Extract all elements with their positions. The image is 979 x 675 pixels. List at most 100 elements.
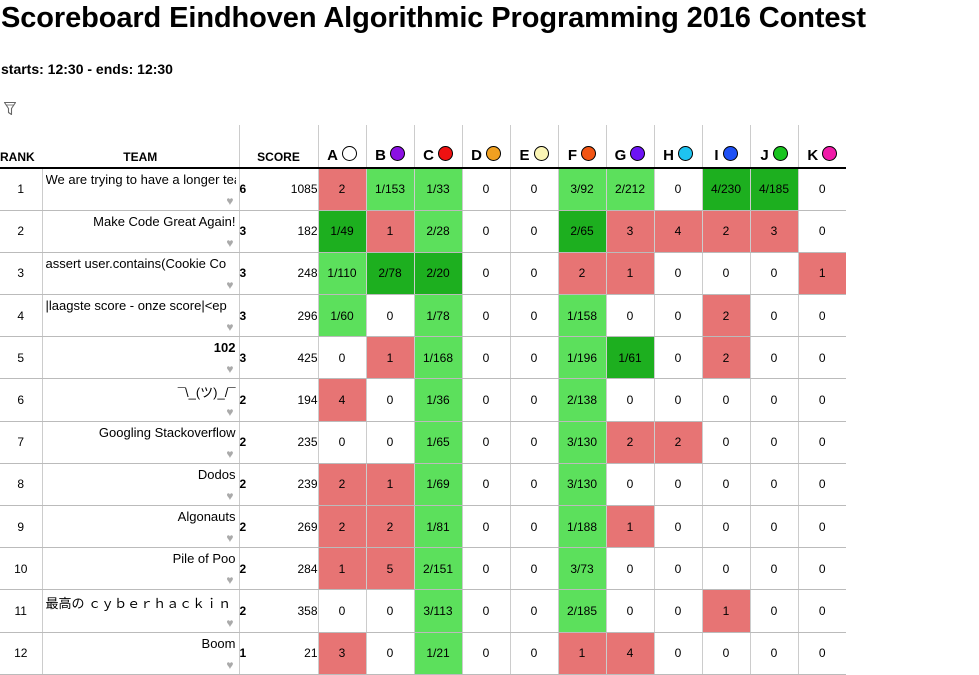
favorite-heart-icon[interactable]: ♥	[226, 573, 234, 588]
problem-header-k[interactable]: K	[797, 125, 846, 169]
problem-label: A	[327, 147, 338, 164]
problem-header-f[interactable]: F	[557, 125, 606, 169]
team-row[interactable]: 11 最高の ｃｙｂｅｒｈａｃｋｉｎ ♥ 2 358 0 0 3/113 0 0 2/185 0 0 1 0…	[0, 589, 846, 633]
team-row[interactable]: 5 102 ♥ 3 425 0 1 1/168 0 0 1/196 1/61 0 2 0 0	[0, 336, 846, 380]
problem-cell-e: 0	[509, 210, 558, 253]
problem-cell-f: 1/188	[557, 505, 606, 549]
problem-cell-e: 0	[509, 632, 558, 675]
team-name: We are trying to have a longer team name	[45, 172, 236, 187]
team-row[interactable]: 6 ¯\_(ツ)_/¯ ♥ 2 194 4 0 1/36 0 0 2/138 0 0 0 0 0	[0, 378, 846, 422]
team-row[interactable]: 7 Googling Stackoverflow ♥ 2 235 0 0 1/65 0 0 3/13…	[0, 421, 846, 464]
problem-cell-d: 0	[461, 168, 510, 211]
team-name: Algonauts	[177, 509, 236, 524]
solved-count: 2	[238, 378, 279, 422]
problem-cell-b: 1	[365, 336, 414, 380]
balloon-icon	[389, 146, 405, 161]
favorite-heart-icon[interactable]: ♥	[226, 235, 234, 250]
solved-count: 2	[238, 463, 279, 507]
problem-cell-h: 0	[653, 463, 702, 507]
problem-cell-i: 2	[701, 210, 750, 253]
favorite-heart-icon[interactable]: ♥	[226, 489, 234, 503]
problem-cell-g: 0	[605, 589, 654, 633]
solved-count: 2	[238, 589, 279, 633]
balloon-icon	[772, 146, 788, 161]
favorite-heart-icon[interactable]: ♥	[226, 278, 234, 293]
penalty-time: 425	[279, 336, 318, 380]
rank-cell: 1	[0, 168, 42, 211]
problem-header-d[interactable]: D	[461, 125, 510, 169]
team-row[interactable]: 4 |laagste score - onze score|<ep ♥ 3 296 1/6…	[0, 294, 846, 338]
problem-cell-h: 0	[653, 632, 702, 675]
favorite-heart-icon[interactable]: ♥	[226, 615, 234, 630]
team-row[interactable]: 3 assert user.contains(Cookie Co ♥ 3 248 1/11…	[0, 252, 846, 296]
problem-header-h[interactable]: H	[653, 125, 702, 169]
filter-icon[interactable]	[3, 101, 17, 117]
favorite-heart-icon[interactable]: ♥	[226, 404, 234, 419]
problem-header-b[interactable]: B	[365, 125, 414, 169]
problem-cell-i: 0	[701, 252, 750, 296]
problem-cell-d: 0	[461, 505, 510, 549]
team-header[interactable]: TEAM	[42, 125, 239, 169]
problem-cell-b: 0	[365, 632, 414, 675]
problem-cell-g: 0	[605, 294, 654, 338]
problem-cell-k: 0	[797, 632, 846, 675]
problem-header-j[interactable]: J	[749, 125, 798, 169]
problem-cell-d: 0	[461, 547, 510, 591]
problem-cell-i: 1	[701, 589, 750, 633]
problem-cell-i: 2	[701, 294, 750, 338]
team-row[interactable]: 8 Dodos ♥ 2 239 2 1 1/69 0 0 3/130 0 0 0 0 0	[0, 463, 846, 507]
team-cell: assert user.contains(Cookie Co ♥	[41, 252, 239, 296]
scoreboard-body: 1We are trying to have a longer team nam…	[0, 168, 846, 675]
rank-header[interactable]: RANK	[0, 125, 42, 169]
problem-cell-i: 0	[701, 378, 750, 422]
rank-cell: 8	[0, 463, 42, 507]
problem-label: F	[567, 147, 578, 164]
problem-cell-h: 4	[653, 210, 702, 253]
team-row[interactable]: 1We are trying to have a longer team nam…	[0, 168, 846, 211]
favorite-heart-icon[interactable]: ♥	[226, 362, 234, 377]
rank-cell: 12	[0, 632, 42, 675]
favorite-heart-icon[interactable]: ♥	[226, 446, 234, 461]
team-row[interactable]: 2 Make Code Great Again! ♥ 3 182 1/49 1 2/28 0 0 2…	[0, 210, 846, 253]
score-header[interactable]: SCORE	[238, 125, 318, 169]
problem-cell-f: 3/92	[557, 168, 606, 211]
problem-cell-j: 0	[749, 547, 798, 591]
problem-cell-k: 0	[797, 210, 846, 253]
team-name: Boom	[201, 635, 236, 651]
problem-cell-d: 0	[461, 378, 510, 422]
solved-count: 2	[238, 421, 279, 464]
problem-header-g[interactable]: G	[605, 125, 654, 169]
problem-cell-a: 2	[317, 463, 366, 507]
problem-label: D	[471, 147, 482, 164]
problem-cell-f: 3/130	[557, 421, 606, 464]
problem-cell-e: 0	[509, 294, 558, 338]
rank-cell: 2	[0, 210, 42, 253]
problem-header-e[interactable]: E	[509, 125, 558, 169]
problem-cell-k: 0	[797, 589, 846, 633]
problem-cell-f: 2	[557, 252, 606, 296]
problem-cell-d: 0	[461, 252, 510, 296]
problem-cell-f: 2/138	[557, 378, 606, 422]
problem-label: I	[714, 147, 719, 164]
problem-cell-e: 0	[509, 505, 558, 549]
problem-cell-b: 1	[365, 463, 414, 507]
problem-cell-d: 0	[461, 463, 510, 507]
problem-cell-k: 0	[797, 421, 846, 464]
rank-cell: 11	[0, 589, 42, 633]
favorite-heart-icon[interactable]: ♥	[226, 193, 234, 208]
problem-header-i[interactable]: I	[701, 125, 750, 169]
problem-header-a[interactable]: A	[317, 125, 366, 169]
problem-cell-a: 1/49	[317, 210, 366, 253]
problem-cell-a: 2	[317, 505, 366, 549]
problem-cell-b: 2	[365, 505, 414, 549]
team-row[interactable]: 9 Algonauts ♥ 2 269 2 2 1/81 0 0 1/188 1 0 0 0 0	[0, 505, 846, 549]
problem-header-c[interactable]: C	[413, 125, 462, 169]
favorite-heart-icon[interactable]: ♥	[226, 657, 234, 672]
favorite-heart-icon[interactable]: ♥	[226, 531, 234, 546]
problem-cell-i: 0	[701, 463, 750, 507]
team-row[interactable]: 12 Boom ♥ 1 21 3 0 1/21 0 0 1 4 0 0 0 0	[0, 632, 846, 675]
favorite-heart-icon[interactable]: ♥	[226, 320, 234, 335]
problem-cell-h: 0	[653, 336, 702, 380]
problem-cell-e: 0	[509, 252, 558, 296]
team-row[interactable]: 10 Pile of Poo ♥ 2 284 1 5 2/151 0 0 3/73 0 0 0 0 0	[0, 547, 846, 591]
